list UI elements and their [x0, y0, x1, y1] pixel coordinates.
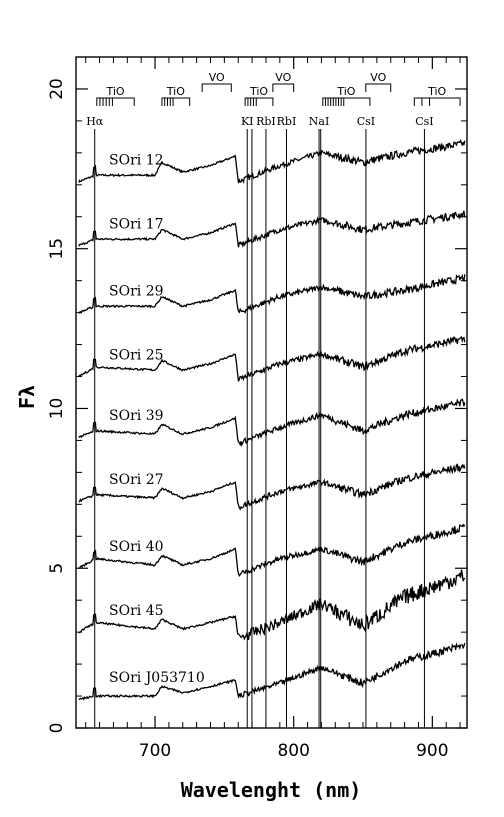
spectrum-line [78, 642, 466, 701]
spectrum-line [78, 398, 466, 447]
spectral-line-label: RbI [277, 115, 297, 128]
spectral-line-label: KI [241, 115, 254, 128]
molecular-band-bracket [322, 97, 371, 106]
y-tick-label: 10 [47, 398, 67, 420]
molecular-band-label: TiO [166, 85, 185, 98]
annotation-layer: TiO TiO VO TiO VO TiO VO TiO [96, 71, 461, 106]
molecular-band-bracket [365, 83, 392, 92]
molecular-band-bracket [96, 97, 135, 106]
series-label: SOri 12 [109, 153, 164, 169]
x-tick-label: 700 [139, 741, 171, 761]
series-layer [78, 138, 466, 701]
molecular-band-bracket [244, 97, 274, 106]
x-tick-label: 800 [277, 741, 309, 761]
spectral-line-label: NaI [309, 115, 330, 128]
series-label: SOri 29 [109, 284, 164, 300]
molecular-band-bracket [201, 83, 232, 92]
series-label: SOri 45 [109, 603, 164, 619]
series-label: SOri 25 [109, 348, 164, 364]
spectrum-line [78, 335, 466, 382]
molecular-band-bracket [272, 83, 295, 92]
spectrum-line [78, 463, 466, 511]
molecular-band-label: VO [370, 71, 386, 84]
y-tick-label: 15 [47, 238, 67, 260]
y-tick-label: 5 [47, 563, 67, 574]
spectrum-line [78, 210, 466, 249]
spectrum-line [78, 569, 466, 641]
spectral-line-label: Hα [86, 115, 104, 128]
y-axis-title: Fλ [15, 385, 39, 409]
spectrum-line [78, 523, 466, 577]
series-label: SOri J053710 [109, 670, 205, 686]
spectrum-line [78, 273, 466, 314]
series-label: SOri 27 [109, 472, 164, 488]
molecular-band-bracket [413, 97, 461, 106]
molecular-band-label: TiO [336, 85, 355, 98]
molecular-band-label: TiO [249, 85, 268, 98]
y-tick-label: 0 [47, 723, 67, 734]
spectral-line-label: RbI [256, 115, 276, 128]
molecular-band-label: VO [275, 71, 291, 84]
x-axis-title: Wavelenght (nm) [181, 778, 362, 802]
axes: 700 800 900 0 5 10 15 20 [47, 56, 468, 761]
molecular-band-label: VO [209, 71, 225, 84]
series-label: SOri 40 [109, 539, 164, 555]
series-label: SOri 39 [109, 408, 164, 424]
star-labels: SOri 12 SOri 17 SOri 29 SOri 25 SOri 39 SOri … [109, 153, 205, 687]
y-tick-label: 20 [47, 78, 67, 100]
molecular-band-label: TiO [427, 85, 446, 98]
series-label: SOri 17 [109, 217, 164, 233]
spectral-line-label: CsI [357, 115, 375, 128]
spectral-lines: Hα KI RbI RbI NaI CsI CsI [86, 115, 434, 728]
molecular-band-label: TiO [105, 85, 124, 98]
plot-frame [75, 56, 468, 729]
spectrum-line [78, 138, 466, 184]
spectral-line-label: CsI [415, 115, 433, 128]
molecular-band-bracket [161, 97, 191, 106]
x-tick-label: 900 [416, 741, 448, 761]
